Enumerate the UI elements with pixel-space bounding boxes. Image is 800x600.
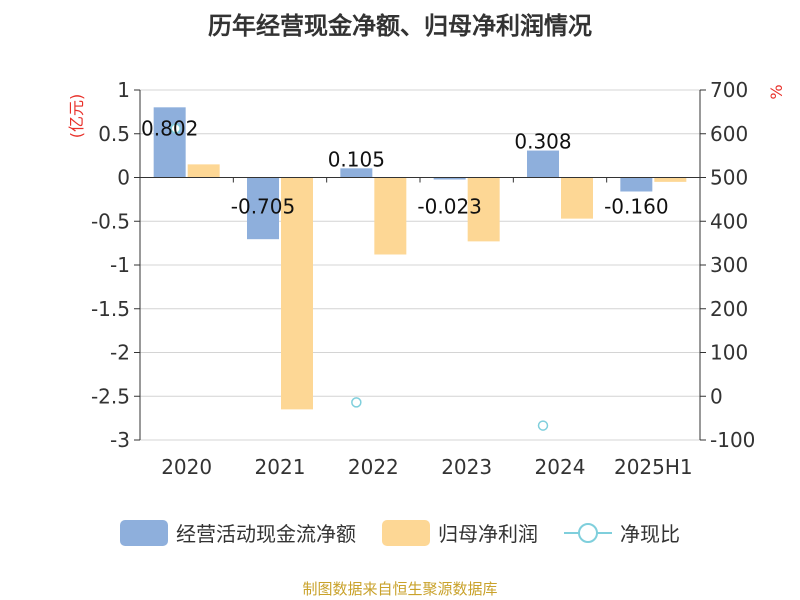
x-tick-label: 2025H1 (614, 455, 693, 479)
bar-cashflow (433, 177, 466, 180)
bar-net-profit (374, 177, 407, 255)
data-label-cashflow: -0.023 (417, 195, 481, 219)
bar-cashflow (247, 177, 279, 240)
bar-cashflow (620, 177, 653, 192)
right-axis-unit: % (767, 84, 786, 99)
data-labels: 0.802 -0.705 0.105 -0.023 0.308 -0.160 (141, 116, 669, 218)
right-tick-label: 100 (710, 341, 748, 365)
point-ratio (351, 397, 362, 408)
legend-label-ratio: 净现比 (620, 522, 680, 546)
legend-swatch-cashflow (120, 519, 168, 546)
data-label-cashflow: 0.802 (141, 116, 198, 140)
bar-cashflow (153, 107, 186, 178)
axes: 1 0.5 0 -0.5 -1 -1.5 -2 -2.5 -3 700 600 500 400 300 20… (67, 78, 786, 479)
scatter-points (170, 123, 549, 431)
bar-net-profit (561, 177, 593, 219)
legend-swatch-ratio (564, 522, 612, 543)
left-tick-label: -3 (110, 428, 130, 452)
data-label-cashflow: -0.160 (604, 195, 668, 219)
gridlines (140, 89, 700, 441)
x-tick-label: 2022 (348, 455, 399, 479)
bar-net-profit (187, 164, 220, 178)
right-tick-label: -100 (710, 428, 755, 452)
chart-title: 历年经营现金净额、归母净利润情况 (208, 12, 592, 40)
right-tick-label: 300 (710, 253, 748, 277)
bars (153, 107, 687, 410)
left-tick-label: -0.5 (91, 209, 130, 233)
x-tick-label: 2021 (255, 455, 306, 479)
bar-net-profit (281, 177, 313, 410)
x-tick-label: 2020 (161, 455, 212, 479)
data-label-cashflow: 0.308 (514, 130, 571, 154)
x-tick-label: 2024 (535, 455, 586, 479)
left-tick-label: -1 (110, 253, 130, 277)
legend-item-net-profit[interactable]: 归母净利润 (382, 518, 538, 547)
right-tick-label: 200 (710, 297, 748, 321)
right-tick-label: 0 (710, 384, 723, 408)
left-tick-label: 0 (117, 166, 130, 190)
left-tick-label: -1.5 (91, 297, 130, 321)
bar-net-profit (654, 177, 687, 182)
right-tick-label: 500 (710, 166, 748, 190)
right-tick-label: 600 (710, 122, 748, 146)
point-ratio (537, 420, 549, 431)
right-tick-label: 400 (710, 209, 748, 233)
bar-cashflow (340, 168, 373, 178)
data-label-cashflow: 0.105 (328, 147, 385, 171)
bar-net-profit (467, 177, 500, 242)
x-tick-label: 2023 (441, 455, 492, 479)
legend-item-ratio[interactable]: 净现比 (564, 518, 680, 547)
legend-item-cashflow[interactable]: 经营活动现金流净额 (120, 518, 356, 547)
legend-label-cashflow: 经营活动现金流净额 (176, 522, 356, 546)
legend: 经营活动现金流净额 归母净利润 净现比 (0, 518, 800, 547)
left-tick-label: -2.5 (91, 384, 130, 408)
left-tick-label: 0.5 (98, 122, 130, 146)
legend-swatch-net-profit (382, 519, 430, 546)
left-axis-unit: (亿元) (67, 94, 86, 139)
left-tick-label: 1 (117, 78, 130, 102)
data-label-cashflow: -0.705 (231, 195, 295, 219)
legend-label-net-profit: 归母净利润 (438, 522, 538, 546)
source-note: 制图数据来自恒生聚源数据库 (302, 580, 498, 598)
bar-cashflow (527, 150, 559, 178)
right-tick-label: 700 (710, 78, 748, 102)
left-tick-label: -2 (110, 341, 130, 365)
point-ratio (170, 123, 181, 134)
